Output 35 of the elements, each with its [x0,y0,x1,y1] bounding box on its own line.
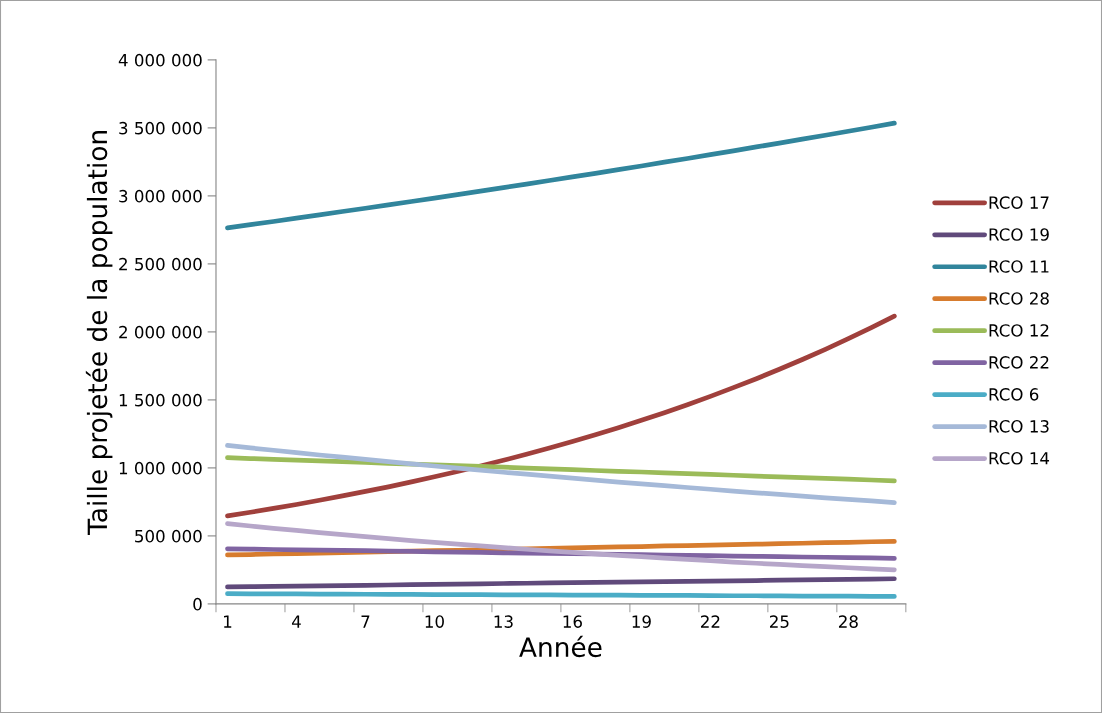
legend-label: RCO 17 [989,196,1049,209]
y-axis-title: Taille projetée de la population [85,131,113,536]
legend-label: RCO 28 [989,292,1049,305]
y-tick-label: 3 500 000 [119,121,202,135]
y-tick-label: 0 [193,597,202,611]
x-tick-label: 4 [291,615,301,628]
y-tick-label: 2 500 000 [119,257,202,271]
line-series [225,521,897,573]
x-tick-label: 22 [701,615,720,628]
line-series [225,576,897,590]
x-tick-label: 28 [838,615,858,628]
x-tick-label: 19 [632,615,651,628]
x-tick-label: 1 [224,615,232,628]
legend-label: RCO 19 [989,228,1049,241]
x-tick-label: 16 [563,615,582,628]
legend-label: RCO 12 [989,324,1049,337]
legend-label: RCO 13 [989,420,1049,433]
legend-label: RCO 22 [989,356,1049,369]
x-tick-label: 7 [361,615,370,628]
y-tick-label: 1 000 000 [119,461,202,475]
y-tick-label: 500 000 [135,529,202,543]
line-series [225,120,897,231]
x-tick-label: 13 [494,615,513,628]
line-series [225,443,897,505]
x-tick-label: 10 [425,615,444,628]
x-axis-title: Année [519,635,602,658]
y-tick-label: 1 500 000 [119,393,202,407]
legend-label: RCO 14 [989,451,1050,465]
line-series [225,313,897,519]
legend-label: RCO 6 [989,388,1039,401]
y-tick-label: 2 000 000 [119,325,202,339]
legend-label: RCO 11 [989,260,1049,273]
x-tick-label: 25 [769,615,789,628]
y-tick-label: 3 000 000 [119,189,202,203]
y-tick-label: 4 000 000 [118,53,202,67]
